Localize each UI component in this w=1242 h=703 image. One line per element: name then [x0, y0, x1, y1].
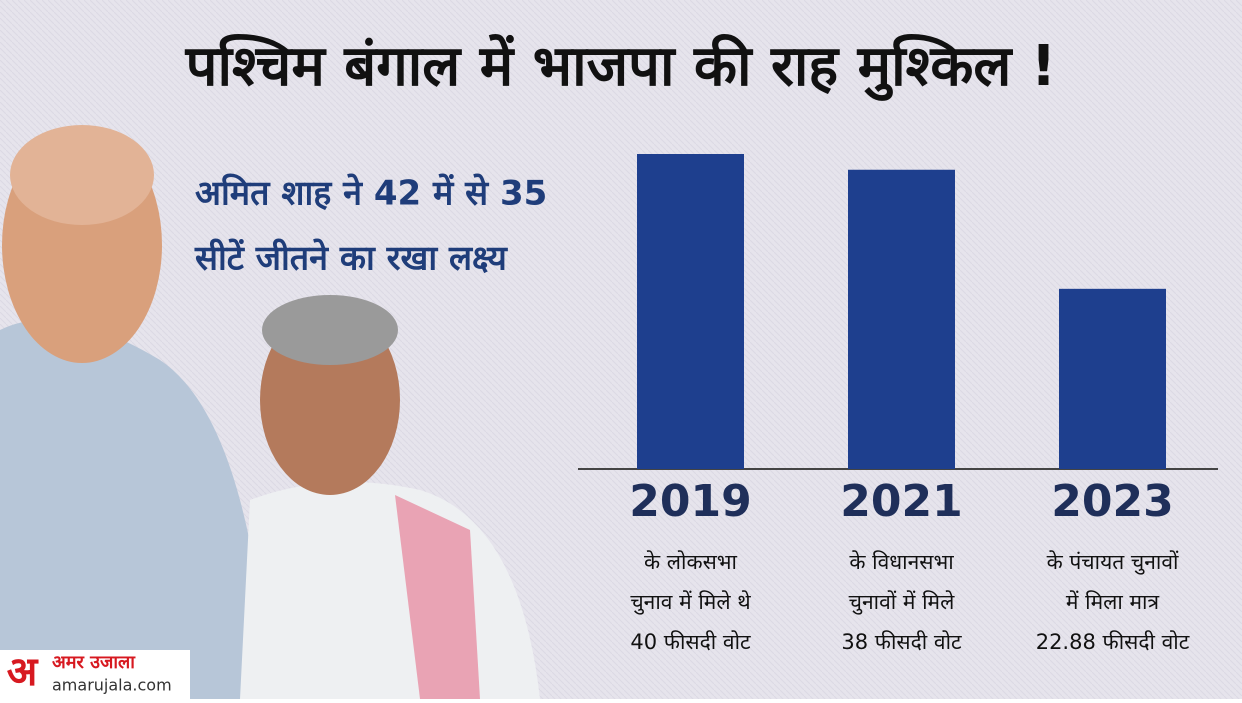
value-label: के लोकसभा [644, 550, 738, 574]
value-label: चुनावों में मिले [849, 590, 955, 615]
bar [637, 154, 744, 469]
value-label: 38 फीसदी वोट [841, 630, 962, 654]
x-tick-label: 2021 [840, 476, 962, 527]
x-tick-label: 2023 [1051, 476, 1173, 527]
person-photo [240, 295, 540, 699]
value-label: 40 फीसदी वोट [630, 630, 751, 654]
brand-url: amarujala.com [52, 676, 172, 695]
brand-box [0, 650, 190, 699]
brand-logo: अ [7, 649, 39, 695]
value-label: के विधानसभा [849, 550, 954, 574]
bar [848, 169, 955, 469]
person-photo [0, 125, 270, 699]
title: पश्चिम बंगाल में भाजपा की राह मुश्किल ! [185, 33, 1057, 101]
value-label: के पंचायत चुनावों [1047, 550, 1179, 575]
bar [1059, 288, 1166, 469]
subtitle-line: सीटें जीतने का रखा लक्ष्य [194, 238, 508, 279]
value-label: में मिला मात्र [1066, 590, 1160, 614]
value-label: चुनाव में मिले थे [630, 590, 751, 615]
subtitle-line: अमित शाह ने 42 में से 35 [195, 173, 547, 214]
x-tick-label: 2019 [629, 476, 751, 527]
brand-name: अमर उजाला [52, 652, 136, 673]
value-label: 22.88 फीसदी वोट [1036, 630, 1190, 654]
